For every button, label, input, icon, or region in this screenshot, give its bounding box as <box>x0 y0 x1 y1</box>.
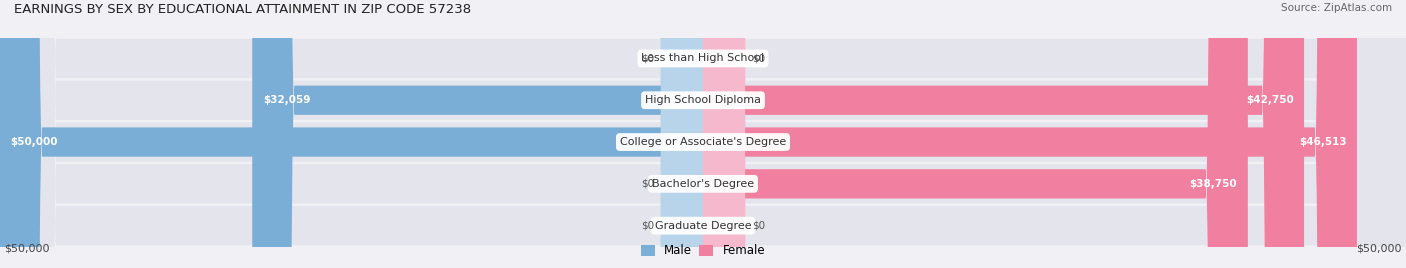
Text: $42,750: $42,750 <box>1246 95 1294 105</box>
FancyBboxPatch shape <box>703 0 1249 268</box>
Text: College or Associate's Degree: College or Associate's Degree <box>620 137 786 147</box>
FancyBboxPatch shape <box>661 0 703 268</box>
Text: High School Diploma: High School Diploma <box>645 95 761 105</box>
Text: Bachelor's Degree: Bachelor's Degree <box>652 179 754 189</box>
FancyBboxPatch shape <box>661 0 703 268</box>
Text: $32,059: $32,059 <box>263 95 311 105</box>
FancyBboxPatch shape <box>0 0 703 268</box>
Text: $50,000: $50,000 <box>1357 244 1402 254</box>
Text: $0: $0 <box>752 221 765 231</box>
Text: $0: $0 <box>641 179 654 189</box>
FancyBboxPatch shape <box>703 0 1357 268</box>
Text: Less than High School: Less than High School <box>641 53 765 64</box>
FancyBboxPatch shape <box>703 0 745 268</box>
Legend: Male, Female: Male, Female <box>636 240 770 262</box>
Text: $0: $0 <box>641 53 654 64</box>
Text: $0: $0 <box>641 221 654 231</box>
Text: $38,750: $38,750 <box>1189 179 1237 189</box>
FancyBboxPatch shape <box>703 0 1305 268</box>
Text: EARNINGS BY SEX BY EDUCATIONAL ATTAINMENT IN ZIP CODE 57238: EARNINGS BY SEX BY EDUCATIONAL ATTAINMEN… <box>14 3 471 16</box>
FancyBboxPatch shape <box>661 0 703 268</box>
Text: Graduate Degree: Graduate Degree <box>655 221 751 231</box>
Text: $0: $0 <box>752 53 765 64</box>
Text: $46,513: $46,513 <box>1299 137 1347 147</box>
Text: Source: ZipAtlas.com: Source: ZipAtlas.com <box>1281 3 1392 13</box>
FancyBboxPatch shape <box>703 0 745 268</box>
Text: $50,000: $50,000 <box>10 137 58 147</box>
Text: $50,000: $50,000 <box>4 244 49 254</box>
FancyBboxPatch shape <box>252 0 703 268</box>
